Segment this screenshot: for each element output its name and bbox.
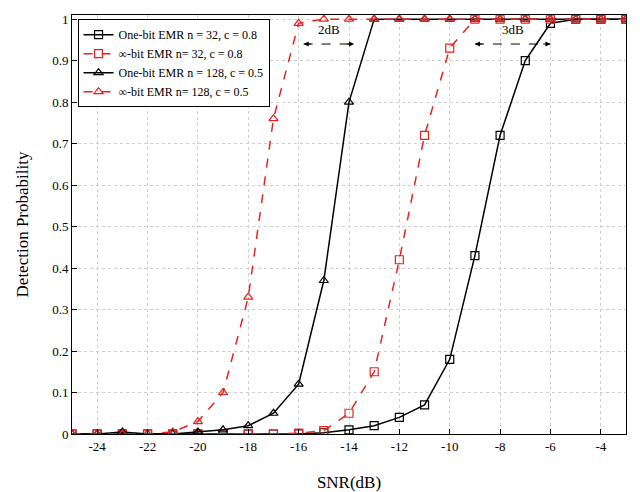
svg-text:0.8: 0.8 xyxy=(52,95,68,110)
svg-text:0.6: 0.6 xyxy=(52,178,69,193)
svg-text:-14: -14 xyxy=(340,439,358,454)
svg-text:-22: -22 xyxy=(139,439,156,454)
svg-text:-6: -6 xyxy=(545,439,556,454)
svg-text:0: 0 xyxy=(62,427,69,442)
svg-text:0.2: 0.2 xyxy=(52,344,68,359)
svg-text:-24: -24 xyxy=(89,439,107,454)
svg-text:-18: -18 xyxy=(240,439,257,454)
svg-text:-12: -12 xyxy=(391,439,408,454)
svg-text:1: 1 xyxy=(62,12,69,27)
svg-text:0.4: 0.4 xyxy=(52,261,69,276)
svg-text:-16: -16 xyxy=(290,439,308,454)
svg-text:-20: -20 xyxy=(189,439,206,454)
svg-text:∞-bit EMR n= 32, c = 0.8: ∞-bit EMR n= 32, c = 0.8 xyxy=(119,47,243,61)
svg-text:-4: -4 xyxy=(595,439,606,454)
svg-text:Detection Probability: Detection Probability xyxy=(13,151,32,297)
svg-text:One-bit EMR n = 128, c = 0.5: One-bit EMR n = 128, c = 0.5 xyxy=(119,66,264,80)
svg-text:SNR(dB): SNR(dB) xyxy=(317,473,381,492)
svg-text:∞-bit EMR n= 128, c = 0.5: ∞-bit EMR n= 128, c = 0.5 xyxy=(119,85,249,99)
svg-text:0.7: 0.7 xyxy=(52,136,69,151)
svg-text:2dB: 2dB xyxy=(318,22,340,37)
svg-text:-10: -10 xyxy=(441,439,458,454)
svg-text:0.1: 0.1 xyxy=(52,385,68,400)
svg-text:0.3: 0.3 xyxy=(52,302,68,317)
svg-text:0.9: 0.9 xyxy=(52,53,68,68)
svg-text:One-bit EMR n = 32, c = 0.8: One-bit EMR n = 32, c = 0.8 xyxy=(119,28,258,42)
svg-text:-8: -8 xyxy=(495,439,506,454)
svg-text:3dB: 3dB xyxy=(502,22,524,37)
svg-text:0.5: 0.5 xyxy=(52,219,68,234)
